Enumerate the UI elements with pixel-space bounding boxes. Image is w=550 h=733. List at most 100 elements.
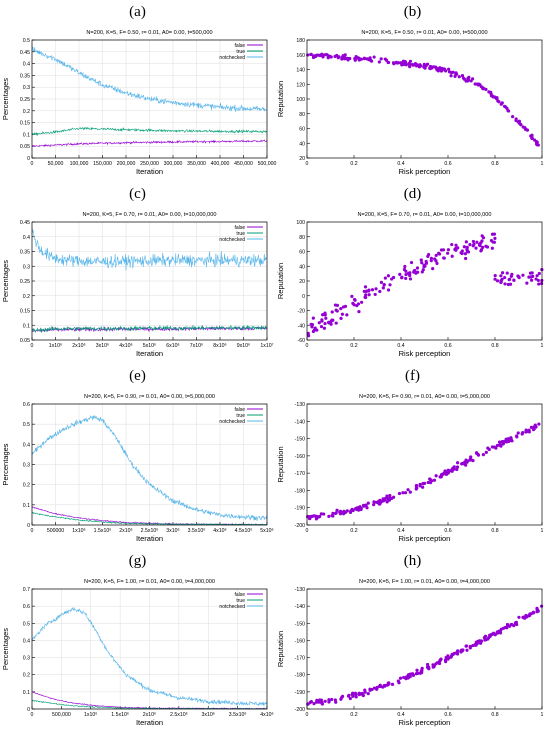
x-tick-label: 0 [306,161,309,167]
scatter-point [396,61,400,65]
scatter-point [489,238,494,243]
y-axis-label: Percentages [1,628,10,670]
series-line-false [31,139,268,148]
y-tick-label: 0.5 [23,422,30,428]
scatter-point [322,326,327,330]
scatter-point [435,261,439,265]
scatter-point [370,687,374,692]
scatter-point [528,613,532,617]
scatter-point [356,302,361,306]
scatter-point [347,693,351,697]
scatter-point [419,671,424,675]
series-line-true [31,324,268,334]
scatter-point [505,106,509,110]
legend-label: true [236,413,245,419]
scatter-point [407,62,411,66]
scatter-point [446,248,451,252]
panel-letter: (f) [405,368,420,384]
scatter-point [540,604,544,608]
x-tick-label: 0.4 [397,343,404,349]
scatter-point [501,626,506,630]
scatter-point [339,307,343,311]
y-tick-label: 0.3 [23,656,30,662]
scatter-point [411,673,416,677]
legend-label: true [236,598,245,604]
scatter-point [530,278,534,282]
scatter-point [324,316,328,320]
scatter-point [465,648,469,652]
scatter-point [387,681,391,685]
legend-label: notchecked [219,55,245,61]
scatter-point [323,313,327,317]
scatter-point [431,267,435,271]
scatter-point [334,321,338,325]
x-tick-label: 2.5x10⁶ [141,528,159,534]
plot-frame [31,221,268,341]
y-tick-label: 0.15 [20,121,30,127]
y-axis-label: Percentages [1,260,10,302]
scatter-point [415,668,419,672]
scatter-point [367,293,371,297]
scatter-point [366,501,370,505]
x-tick-label: 0.6 [444,528,451,534]
scatter-point [339,697,343,701]
scatter-point [385,494,389,498]
y-tick-label: 0.1 [23,690,30,696]
scatter-point [435,661,440,665]
y-tick-label: -140 [295,604,305,610]
scatter-point [404,269,408,273]
chart-title: N=200, K=5, F= 0.70, r= 0.01, A0= 0.00, … [357,212,491,218]
scatter-point [515,435,519,439]
scatter-point [327,514,331,518]
scatter-point [437,251,441,255]
x-tick-label: 1 [541,528,544,534]
scatter-point [506,282,510,287]
scatter-point [383,57,387,61]
x-tick-label: 1 [541,161,544,167]
y-tick-label: 160 [296,53,305,59]
scatter-point [490,232,495,236]
scatter-point [320,52,324,56]
scatter-point [353,56,357,61]
scatter-point [512,278,516,282]
scatter-point [469,79,473,83]
x-tick-label: 0.8 [491,528,498,534]
scatter-point [516,274,520,278]
y-tick-label: 0.4 [23,638,30,644]
scatter-point [404,677,408,681]
y-tick-label: 0.2 [23,109,30,115]
scatter-point [311,329,315,334]
y-tick-label: 0.4 [23,442,30,448]
scatter-point [531,274,535,278]
y-tick-label: 0.1 [23,132,30,138]
x-tick-label: 5x10⁶ [260,528,273,534]
y-tick-label: 0 [27,707,30,713]
scatter-point [489,94,494,98]
y-tick-label: -160 [295,454,305,460]
scatter-point [390,277,394,281]
y-tick-label: -150 [295,437,305,443]
x-tick-label: 0.4 [397,161,404,167]
scatter-point [310,514,315,518]
y-tick-label: 100 [296,97,305,103]
x-tick-label: 0 [306,528,309,534]
scatter-point [484,637,488,642]
y-tick-label: 0 [27,156,30,162]
y-tick-label: 60 [299,127,305,133]
scatter-point [525,281,529,285]
legend-label: false [234,43,245,49]
scatter-point [484,87,488,91]
scatter-point [503,282,507,286]
y-axis-label: Percentages [1,78,10,120]
scatter-point [434,474,438,478]
scatter-point [320,313,325,317]
x-tick-label: 8x10⁶ [213,343,226,349]
scatter-point [364,295,368,300]
x-tick-label: 4x10⁶ [119,343,132,349]
x-tick-label: 3.5x10⁶ [229,712,247,718]
x-tick-label: 0 [31,343,34,349]
scatter-point [363,285,368,289]
scatter-point [408,271,412,275]
scatter-point [535,274,539,278]
scatter-point [412,269,416,273]
